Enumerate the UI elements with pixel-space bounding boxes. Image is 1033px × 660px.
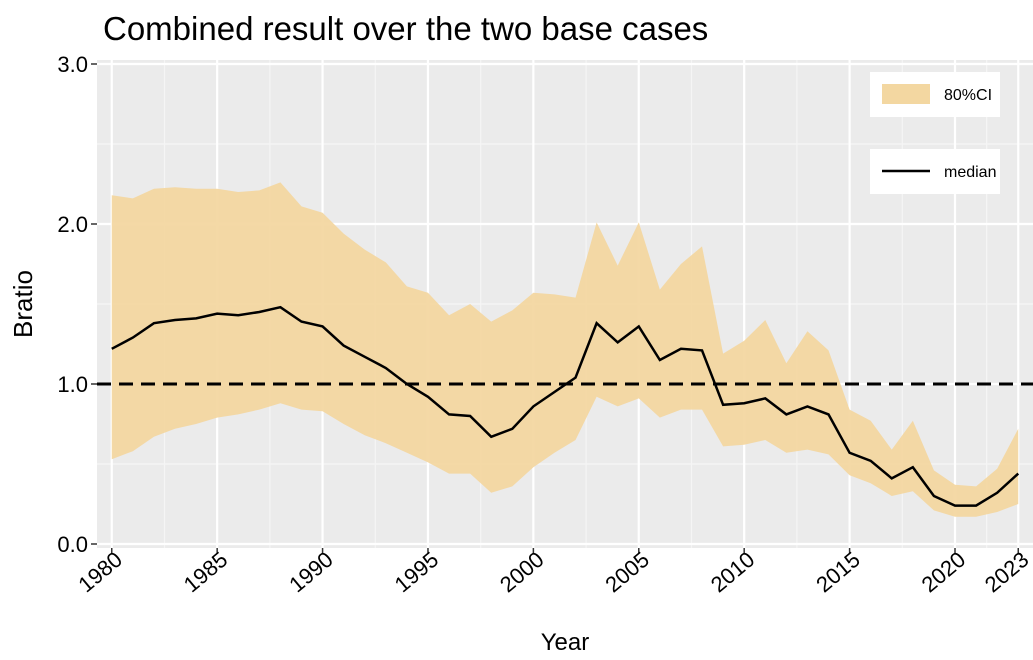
x-tick-label: 2020: [917, 547, 971, 598]
median-line: [111, 305, 1020, 507]
x-axis-label: Year: [541, 629, 590, 656]
x-tick-label: 2023: [980, 547, 1033, 598]
legend-swatch: [882, 84, 930, 104]
x-tick-label: 2015: [811, 547, 865, 598]
x-tick-label: 2005: [600, 547, 654, 598]
y-tick-label: 2.0: [57, 212, 88, 237]
x-tick-label: 1990: [284, 547, 338, 598]
chart-title: Combined result over the two base cases: [103, 10, 708, 47]
ci-ribbon: [111, 182, 1019, 517]
x-tick-label: 1995: [390, 547, 444, 598]
legend-label: median: [944, 164, 996, 181]
y-axis-label: Bratio: [8, 270, 38, 338]
legend-label: 80%CI: [944, 87, 992, 104]
y-tick-label: 3.0: [57, 52, 88, 77]
y-tick-label: 0.0: [57, 532, 88, 557]
y-tick-label: 1.0: [57, 372, 88, 397]
x-tick-label: 2000: [495, 547, 549, 598]
x-tick-label: 1985: [179, 547, 233, 598]
x-tick-label: 2010: [706, 547, 760, 598]
